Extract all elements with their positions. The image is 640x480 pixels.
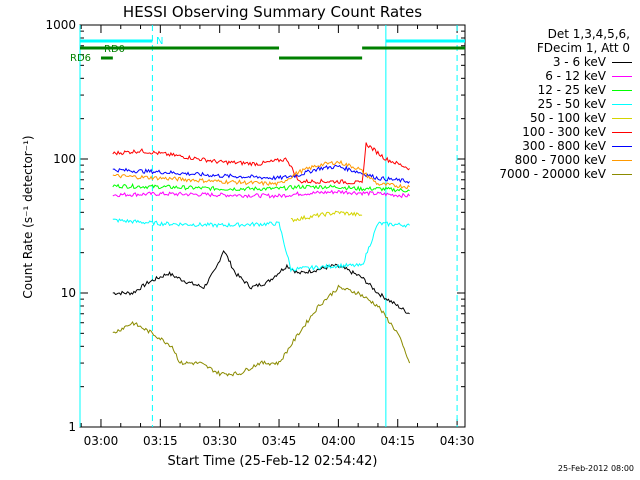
legend-swatch <box>612 145 632 147</box>
legend-item: 800 - 7000 keV <box>472 153 632 167</box>
legend-label: 7000 - 20000 keV <box>499 167 606 181</box>
flag-bar-rd6 <box>100 56 113 60</box>
legend-label: 300 - 800 keV <box>522 139 606 153</box>
legend-item: 300 - 800 keV <box>472 139 632 153</box>
y-tick-label: 1000 <box>45 18 76 32</box>
legend-label: 6 - 12 keV <box>545 69 606 83</box>
series-line <box>112 284 411 377</box>
legend-swatch <box>612 173 632 175</box>
legend-swatch <box>612 131 632 133</box>
legend-swatch <box>612 89 632 91</box>
legend-label: 25 - 50 keV <box>537 97 606 111</box>
x-tick-label: 04:30 <box>440 434 475 448</box>
flag-bar-rd0 <box>362 46 465 50</box>
legend-item: 25 - 50 keV <box>472 97 632 111</box>
legend-label: 50 - 100 keV <box>529 111 606 125</box>
y-tick-label: 100 <box>53 152 76 166</box>
legend: Det 1,3,4,5,6, FDecim 1, Att 0 3 - 6 keV… <box>472 27 632 181</box>
legend-label: 12 - 25 keV <box>537 83 606 97</box>
x-tick-label: 03:45 <box>262 434 297 448</box>
y-tick-label: 10 <box>61 286 76 300</box>
legend-header-1: Det 1,3,4,5,6, <box>547 27 630 41</box>
legend-entries: 3 - 6 keV 6 - 12 keV 12 - 25 keV 25 - 50 ke… <box>472 55 632 181</box>
y-axis-label: Count Rate (s⁻¹ detector⁻¹) <box>21 135 35 299</box>
flag-bar-n <box>80 39 153 43</box>
chart-title: HESSI Observing Summary Count Rates <box>122 3 423 21</box>
legend-label: 3 - 6 keV <box>552 55 606 69</box>
series-line <box>112 250 410 315</box>
flag-label-rd6: RD6 <box>70 53 91 64</box>
series-line <box>112 182 410 193</box>
legend-item: 6 - 12 keV <box>472 69 632 83</box>
legend-item: 7000 - 20000 keV <box>472 167 632 181</box>
footer-timestamp: 25-Feb-2012 08:00 <box>557 464 634 473</box>
series-line <box>112 142 410 185</box>
series-line <box>290 210 363 223</box>
legend-swatch <box>612 61 632 63</box>
x-tick-label: 04:15 <box>380 434 415 448</box>
series-line <box>112 159 410 190</box>
legend-label: 100 - 300 keV <box>522 125 606 139</box>
legend-item: 50 - 100 keV <box>472 111 632 125</box>
plot-frame <box>79 24 466 428</box>
legend-swatch <box>612 159 632 161</box>
x-tick-label: 04:00 <box>321 434 356 448</box>
x-tick-label: 03:30 <box>202 434 237 448</box>
legend-item: 12 - 25 keV <box>472 83 632 97</box>
x-tick-label: 03:15 <box>143 434 178 448</box>
legend-header-2: FDecim 1, Att 0 <box>536 41 630 55</box>
legend-item: 3 - 6 keV <box>472 55 632 69</box>
legend-swatch <box>612 75 632 77</box>
y-tick-label: 1 <box>68 420 76 434</box>
series-line <box>112 164 410 184</box>
flag-bar-rd0 <box>80 46 280 50</box>
series-line <box>112 218 410 273</box>
x-axis-label: Start Time (25-Feb-12 02:54:42) <box>167 454 378 469</box>
series-line <box>112 189 411 199</box>
flag-label-rd0: RD0 <box>104 44 125 55</box>
flag-label-n: N <box>156 36 163 47</box>
x-tick-label: 03:00 <box>84 434 119 448</box>
legend-swatch <box>612 117 632 119</box>
legend-item: 100 - 300 keV <box>472 125 632 139</box>
flag-bar-n <box>385 39 465 43</box>
legend-swatch <box>612 103 632 105</box>
legend-label: 800 - 7000 keV <box>514 153 606 167</box>
flag-bar-rd6 <box>279 56 363 60</box>
